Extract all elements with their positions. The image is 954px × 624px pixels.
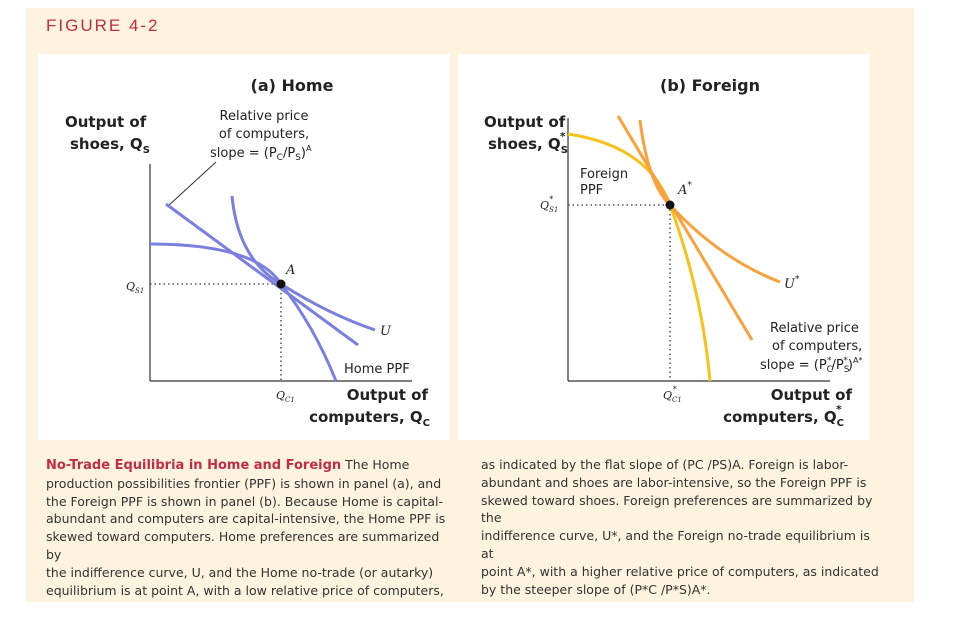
caption-right: as indicated by the flat slope of (PC /P…: [481, 456, 885, 598]
caption-line: skewed toward shoes. Foreign preferences…: [481, 492, 873, 526]
caption-line: by the steeper slope of (P*C /P*S)A*.: [481, 581, 711, 597]
caption-line: abundant and computers are capital-inten…: [46, 511, 446, 527]
foreign-y-axis-label-1: Output of: [484, 113, 566, 131]
home-tick-x: QC1: [276, 389, 295, 404]
home-y-axis-label-1: Output of: [65, 113, 147, 131]
caption-line: equilibrium is at point A, with a low re…: [46, 582, 444, 598]
panel-home: (a) Home Output of shoes, QS Relative pr…: [38, 54, 450, 440]
home-ppf-label: Home PPF: [344, 362, 410, 377]
caption-line: abundant and shoes are labor-intensive, …: [481, 474, 867, 490]
home-price-line: [165, 202, 359, 347]
foreign-indifference-curve: [638, 119, 781, 284]
caption-line: skewed toward computers. Home preference…: [46, 529, 440, 562]
home-price-note-3: slope = (PC/PS)A: [210, 144, 312, 163]
foreign-price-note-1: Relative price: [770, 321, 859, 336]
home-indifference-curve: [230, 195, 376, 332]
foreign-title: (b) Foreign: [660, 76, 760, 95]
home-point-label: A: [285, 263, 295, 278]
home-x-axis-label-2: computers, QC: [309, 408, 430, 429]
home-tick-y: QS1: [126, 280, 144, 295]
foreign-ppf-label-1: Foreign: [580, 167, 628, 182]
foreign-tick-y: QS1*: [540, 195, 558, 214]
caption-line: the Foreign PPF is shown in panel (b). B…: [46, 493, 444, 509]
caption-left: No-Trade Equilibria in Home and Foreign …: [46, 456, 450, 599]
home-equilibrium-point: [276, 279, 286, 289]
home-u-label: U: [380, 324, 392, 339]
foreign-price-note-3: slope = (PC*/PS*)A*: [760, 356, 862, 375]
caption-line: point A*, with a higher relative price o…: [481, 563, 879, 579]
caption-line: as indicated by the flat slope of (PC /P…: [481, 457, 849, 472]
caption-title: No-Trade Equilibria in Home and Foreign: [46, 458, 342, 473]
foreign-point-label: A*: [677, 181, 692, 198]
home-ppf-curve: [149, 242, 338, 382]
caption-line: production possibilities frontier (PPF) …: [46, 475, 442, 491]
caption-line: The Home: [345, 457, 410, 472]
home-price-note-1: Relative price: [220, 109, 309, 124]
foreign-tick-x: QC1*: [663, 385, 682, 404]
foreign-u-label: U*: [784, 275, 800, 292]
foreign-x-axis-label-2: computers, QC*: [723, 403, 844, 429]
foreign-price-note-2: of computers,: [772, 339, 862, 354]
foreign-ppf-label-2: PPF: [580, 183, 603, 198]
home-price-leader: [167, 161, 217, 207]
foreign-y-axis-label-2: shoes, QS*: [488, 130, 568, 156]
foreign-x-axis-label-1: Output of: [771, 386, 853, 404]
home-y-axis-label-2: shoes, QS: [70, 135, 150, 156]
panel-foreign: (b) Foreign Output of shoes, QS* A* Fore…: [458, 54, 870, 440]
caption-line: indifference curve, U*, and the Foreign …: [481, 528, 870, 561]
foreign-equilibrium-point: [665, 200, 675, 210]
foreign-price-line: [616, 115, 754, 341]
home-title: (a) Home: [251, 76, 334, 95]
home-diagram: (a) Home Output of shoes, QS Relative pr…: [65, 76, 430, 429]
foreign-diagram: (b) Foreign Output of shoes, QS* A* Fore…: [484, 76, 862, 429]
figure-label: FIGURE 4-2: [46, 16, 160, 35]
home-x-axis-label-1: Output of: [347, 386, 429, 404]
caption-line: the indifference curve, U, and the Home …: [46, 564, 434, 580]
home-price-note-2: of computers,: [219, 127, 309, 142]
